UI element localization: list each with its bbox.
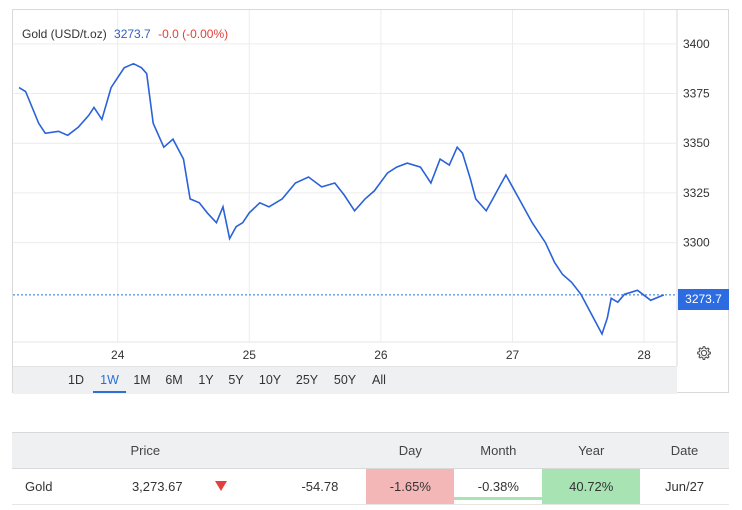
price-chart[interactable]: 3300 3325 3350 3375 3400 24 25 26 27 28 [13, 10, 730, 394]
legend-price: 3273.7 [114, 27, 151, 41]
header-name [12, 432, 100, 469]
header-year: Year [542, 432, 641, 469]
x-tick-label: 25 [243, 348, 257, 362]
price-line [18, 62, 665, 337]
month-bar [455, 497, 546, 500]
y-tick-label: 3400 [683, 37, 710, 51]
row-year: 40.72% [542, 468, 641, 505]
row-price: 3,273.67 [99, 468, 191, 505]
header-direction [190, 432, 251, 469]
range-6m[interactable]: 6M [165, 373, 183, 387]
range-10y[interactable]: 10Y [258, 373, 282, 387]
header-month: Month [454, 432, 543, 469]
range-1d[interactable]: 1D [68, 373, 84, 387]
row-change: -54.78 [250, 468, 367, 505]
row-name[interactable]: Gold [12, 468, 100, 505]
down-triangle-icon [190, 468, 251, 505]
row-date: Jun/27 [640, 468, 729, 505]
range-1w[interactable]: 1W [93, 367, 126, 393]
range-1m[interactable]: 1M [133, 373, 151, 387]
range-1y[interactable]: 1Y [198, 373, 214, 387]
instrument-name: Gold (USD/t.oz) [22, 27, 107, 41]
x-tick-label: 26 [374, 348, 388, 362]
header-day: Day [366, 432, 455, 469]
day-bar [369, 497, 455, 500]
table-row[interactable]: Gold 3,273.67 -54.78 -1.65% -0.38% 40.72… [12, 468, 729, 505]
x-tick-label: 27 [506, 348, 520, 362]
chart-legend: Gold (USD/t.oz) 3273.7 -0.0 (-0.00%) [22, 27, 228, 41]
range-selector: 1D 1W 1M 6M 1Y 5Y 10Y 25Y 50Y All [13, 366, 677, 394]
last-price-tag: 3273.7 [678, 289, 729, 310]
x-tick-label: 28 [637, 348, 651, 362]
range-50y[interactable]: 50Y [333, 373, 357, 387]
quote-table: Price Day Month Year Date Gold 3,273.67 … [12, 432, 729, 505]
chart-panel: 3300 3325 3350 3375 3400 24 25 26 27 28 Gold (USD… [12, 9, 730, 394]
gear-icon[interactable] [695, 344, 713, 362]
table-header-row: Price Day Month Year Date [12, 432, 729, 469]
range-all[interactable]: All [372, 373, 386, 387]
header-price: Price [99, 432, 191, 469]
y-tick-label: 3300 [683, 236, 710, 250]
range-5y[interactable]: 5Y [228, 373, 244, 387]
y-tick-label: 3325 [683, 186, 710, 200]
range-25y[interactable]: 25Y [295, 373, 319, 387]
y-tick-label: 3375 [683, 87, 710, 101]
legend-change: -0.0 (-0.00%) [158, 27, 229, 41]
y-tick-label: 3350 [683, 136, 710, 150]
header-change [250, 432, 367, 469]
header-date: Date [640, 432, 729, 469]
x-tick-label: 24 [111, 348, 125, 362]
